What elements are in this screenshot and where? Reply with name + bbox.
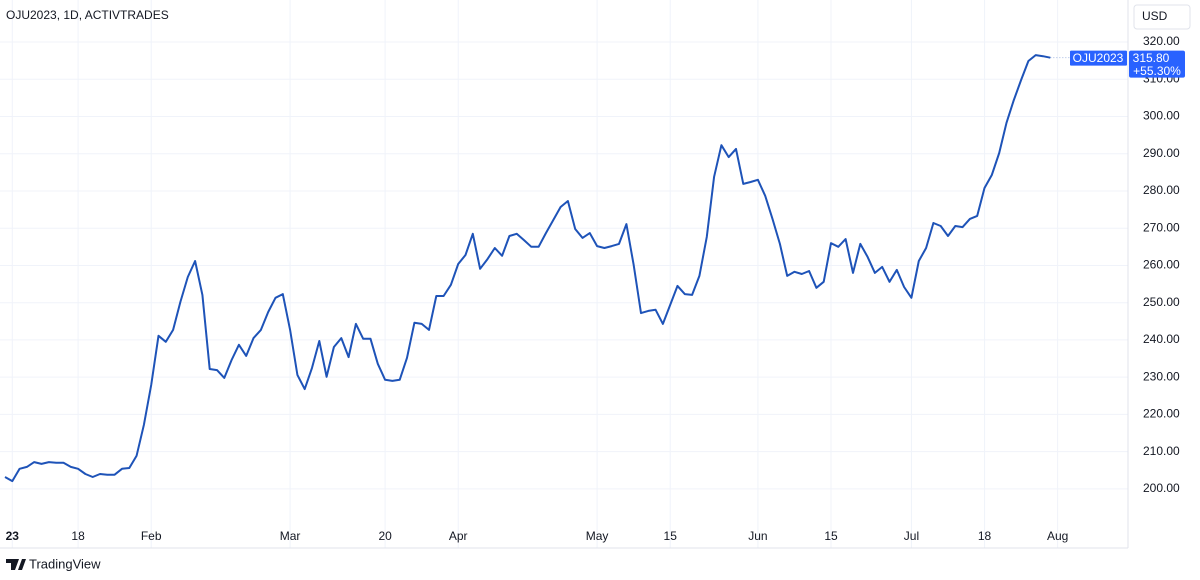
chart-title: OJU2023, 1D, ACTIVTRADES xyxy=(6,8,169,22)
x-tick-label: 20 xyxy=(378,529,392,543)
x-tick-label: Aug xyxy=(1047,529,1068,543)
x-tick-label: Feb xyxy=(141,529,162,543)
price-tag-label: 315.80 xyxy=(1133,51,1170,65)
y-tick-label: 320.00 xyxy=(1143,34,1180,48)
x-tick-label: 15 xyxy=(824,529,838,543)
x-tick-label: May xyxy=(586,529,609,543)
price-tag xyxy=(1129,50,1185,78)
y-tick-label: 290.00 xyxy=(1143,146,1180,160)
y-tick-label: 210.00 xyxy=(1143,444,1180,458)
y-tick-label: 260.00 xyxy=(1143,258,1180,272)
x-tick-label: Jun xyxy=(748,529,767,543)
symbol-tag xyxy=(1070,50,1127,66)
x-tick-label: 18 xyxy=(71,529,85,543)
symbol-tag-label: OJU2023 xyxy=(1073,51,1124,65)
y-tick-label: 280.00 xyxy=(1143,183,1180,197)
x-tick-label: Mar xyxy=(280,529,301,543)
x-tick-label: Jul xyxy=(904,529,919,543)
y-tick-label: 240.00 xyxy=(1143,332,1180,346)
y-tick-label: 220.00 xyxy=(1143,407,1180,421)
logo-icon xyxy=(6,559,26,570)
y-tick-label: 300.00 xyxy=(1143,109,1180,123)
logo: TradingView xyxy=(6,556,101,571)
y-tick-label: 270.00 xyxy=(1143,220,1180,234)
currency-box[interactable] xyxy=(1133,4,1191,30)
grid xyxy=(0,0,1128,548)
x-tick-label: Apr xyxy=(449,529,468,543)
y-tick-label: 230.00 xyxy=(1143,369,1180,383)
x-tick-label: 18 xyxy=(978,529,992,543)
plot xyxy=(4,54,1128,483)
change-tag-label: +55.30% xyxy=(1133,64,1181,78)
y-tick-label: 250.00 xyxy=(1143,295,1180,309)
x-tick-label: 15 xyxy=(664,529,678,543)
footer: TradingView xyxy=(29,556,101,571)
price-line xyxy=(4,54,1051,483)
currency[interactable]: USD xyxy=(1142,9,1168,23)
y-tick-label: 200.00 xyxy=(1143,481,1180,495)
x-tick-label: 23 xyxy=(6,529,20,543)
